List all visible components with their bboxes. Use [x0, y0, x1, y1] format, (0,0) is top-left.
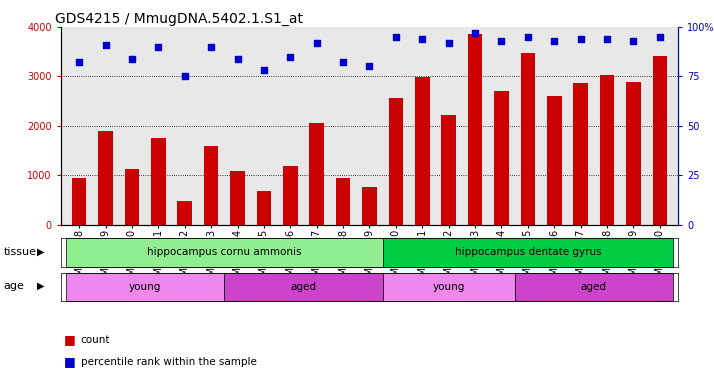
Bar [336, 178, 351, 225]
Text: young: young [129, 282, 161, 292]
Point [469, 30, 481, 36]
Bar [547, 96, 561, 225]
Point [628, 38, 639, 44]
Bar [515, 273, 673, 301]
Text: aged: aged [291, 282, 316, 292]
Text: hippocampus cornu ammonis: hippocampus cornu ammonis [147, 247, 301, 258]
Point [206, 44, 217, 50]
Point [338, 60, 349, 66]
Point [179, 73, 191, 79]
Text: percentile rank within the sample: percentile rank within the sample [81, 357, 256, 367]
Bar [383, 238, 673, 267]
Bar [388, 98, 403, 225]
Text: tissue: tissue [4, 247, 36, 257]
Bar [231, 171, 245, 225]
Point [390, 34, 401, 40]
Bar [415, 77, 430, 225]
Bar [224, 273, 383, 301]
Point [548, 38, 560, 44]
Bar [99, 131, 113, 225]
Point [416, 36, 428, 42]
Bar [72, 178, 86, 225]
Point [443, 40, 454, 46]
Point [311, 40, 323, 46]
Point [100, 41, 111, 48]
Point [232, 55, 243, 61]
Text: GDS4215 / MmugDNA.5402.1.S1_at: GDS4215 / MmugDNA.5402.1.S1_at [54, 12, 303, 26]
Text: age: age [4, 281, 24, 291]
Bar [151, 137, 166, 225]
Point [363, 63, 375, 70]
Text: ▶: ▶ [37, 247, 45, 257]
Text: aged: aged [581, 282, 607, 292]
Bar [362, 187, 377, 225]
Point [126, 55, 138, 61]
Bar [66, 273, 224, 301]
Bar [125, 169, 139, 225]
Text: count: count [81, 335, 110, 345]
Point [601, 36, 613, 42]
Text: ■: ■ [64, 355, 76, 368]
Bar [178, 201, 192, 225]
Bar [600, 75, 614, 225]
Bar [66, 238, 383, 267]
Bar [573, 83, 588, 225]
Bar [521, 53, 535, 225]
Point [74, 60, 85, 66]
Bar [204, 146, 218, 225]
Point [496, 38, 507, 44]
Point [153, 44, 164, 50]
Point [285, 53, 296, 60]
Text: hippocampus dentate gyrus: hippocampus dentate gyrus [455, 247, 601, 258]
Text: ▶: ▶ [37, 281, 45, 291]
Point [258, 67, 270, 73]
Bar [441, 115, 456, 225]
Point [575, 36, 586, 42]
Text: young: young [433, 282, 465, 292]
Point [654, 34, 665, 40]
Text: ■: ■ [64, 333, 76, 346]
Bar [626, 82, 640, 225]
Bar [494, 91, 508, 225]
Bar [653, 56, 667, 225]
Point [522, 34, 533, 40]
Bar [283, 166, 298, 225]
Bar [383, 273, 515, 301]
Bar [309, 123, 324, 225]
Bar [256, 191, 271, 225]
Bar [468, 34, 483, 225]
